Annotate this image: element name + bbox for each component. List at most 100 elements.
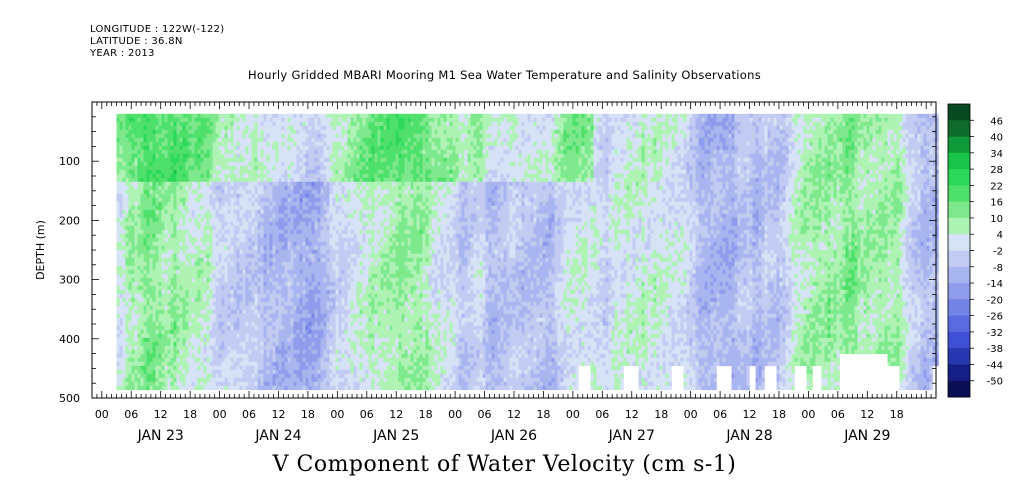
heatmap-cell	[147, 326, 150, 330]
heatmap-cell	[165, 246, 168, 250]
heatmap-cell	[219, 206, 222, 210]
heatmap-cell	[210, 118, 213, 122]
heatmap-cell	[138, 338, 141, 342]
heatmap-cell	[153, 254, 156, 258]
heatmap-cell	[117, 382, 120, 386]
heatmap-cell	[168, 330, 171, 334]
heatmap-cell	[228, 154, 231, 158]
heatmap-cell	[261, 350, 264, 354]
heatmap-cell	[264, 122, 267, 126]
heatmap-cell	[117, 126, 120, 130]
heatmap-cell	[183, 162, 186, 166]
heatmap-cell	[207, 154, 210, 158]
heatmap-cell	[144, 118, 147, 122]
heatmap-cell	[117, 262, 120, 266]
heatmap-cell	[165, 194, 168, 198]
heatmap-cell	[234, 326, 237, 330]
heatmap-cell	[204, 238, 207, 242]
heatmap-cell	[252, 350, 255, 354]
heatmap-cell	[144, 182, 147, 186]
heatmap-cell	[228, 290, 231, 294]
heatmap-cell	[249, 250, 252, 254]
heatmap-cell	[123, 154, 126, 158]
heatmap-cell	[264, 270, 267, 274]
heatmap-cell	[228, 166, 231, 170]
heatmap-cell	[225, 114, 228, 118]
heatmap-cell	[138, 330, 141, 334]
heatmap-cell	[162, 346, 165, 350]
heatmap-cell	[213, 318, 216, 322]
heatmap-cell	[168, 382, 171, 386]
heatmap-cell	[198, 386, 201, 390]
heatmap-cell	[255, 230, 258, 234]
heatmap-cell	[234, 238, 237, 242]
heatmap-cell	[270, 162, 273, 166]
heatmap-cell	[216, 274, 219, 278]
heatmap-cell	[258, 222, 261, 226]
heatmap-cell	[216, 354, 219, 358]
heatmap-cell	[207, 290, 210, 294]
heatmap-cell	[171, 186, 174, 190]
heatmap-cell	[258, 330, 261, 334]
heatmap-cell	[252, 278, 255, 282]
heatmap-cell	[132, 290, 135, 294]
heatmap-cell	[270, 242, 273, 246]
heatmap-cell	[258, 238, 261, 242]
heatmap-cell	[159, 206, 162, 210]
heatmap-cell	[222, 210, 225, 214]
heatmap-cell	[174, 358, 177, 362]
heatmap-cell	[168, 138, 171, 142]
heatmap-cell	[198, 242, 201, 246]
heatmap-cell	[153, 338, 156, 342]
heatmap-cell	[189, 166, 192, 170]
heatmap-cell	[264, 282, 267, 286]
heatmap-cell	[240, 122, 243, 126]
heatmap-cell	[186, 270, 189, 274]
heatmap-cell	[273, 182, 276, 186]
heatmap-cell	[117, 294, 120, 298]
heatmap-cell	[225, 302, 228, 306]
heatmap-cell	[240, 230, 243, 234]
heatmap-cell	[177, 386, 180, 390]
heatmap-cell	[198, 274, 201, 278]
heatmap-cell	[201, 334, 204, 338]
heatmap-cell	[117, 370, 120, 374]
heatmap-cell	[144, 230, 147, 234]
heatmap-cell	[249, 370, 252, 374]
heatmap-cell	[240, 358, 243, 362]
heatmap-cell	[207, 378, 210, 382]
heatmap-cell	[147, 282, 150, 286]
heatmap-cell	[243, 174, 246, 178]
heatmap-cell	[234, 302, 237, 306]
heatmap-cell	[123, 322, 126, 326]
heatmap-cell	[252, 162, 255, 166]
heatmap-cell	[177, 366, 180, 370]
heatmap-cell	[156, 214, 159, 218]
heatmap-cell	[135, 162, 138, 166]
heatmap-cell	[243, 146, 246, 150]
heatmap-cell	[228, 278, 231, 282]
heatmap-cell	[174, 190, 177, 194]
heatmap-cell	[150, 170, 153, 174]
heatmap-cell	[243, 306, 246, 310]
heatmap-cell	[261, 170, 264, 174]
heatmap-cell	[198, 294, 201, 298]
heatmap-cell	[261, 262, 264, 266]
heatmap-cell	[189, 230, 192, 234]
heatmap-cell	[141, 258, 144, 262]
heatmap-cell	[192, 298, 195, 302]
heatmap-cell	[225, 294, 228, 298]
heatmap-cell	[201, 242, 204, 246]
heatmap-cell	[225, 130, 228, 134]
heatmap-cell	[252, 226, 255, 230]
heatmap-cell	[177, 178, 180, 182]
heatmap-cell	[129, 198, 132, 202]
heatmap-cell	[147, 294, 150, 298]
heatmap-cell	[255, 186, 258, 190]
heatmap-cell	[207, 210, 210, 214]
heatmap-cell	[234, 230, 237, 234]
heatmap-cell	[258, 174, 261, 178]
heatmap-cell	[225, 242, 228, 246]
heatmap-cell	[201, 314, 204, 318]
heatmap-cell	[117, 190, 120, 194]
